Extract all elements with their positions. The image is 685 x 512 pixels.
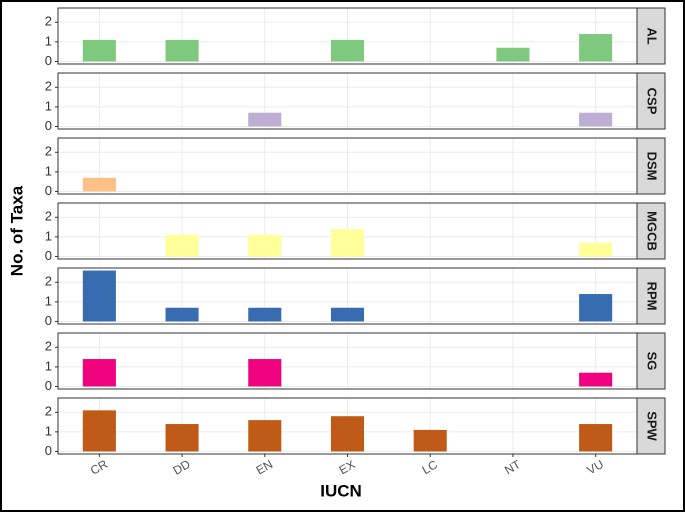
y-tick-label: 0 (45, 53, 52, 68)
bar (330, 307, 365, 322)
y-tick-label: 1 (45, 98, 52, 113)
strip-label: DSM (645, 152, 660, 181)
y-tick-label: 0 (45, 378, 52, 393)
bar (330, 39, 365, 62)
y-tick-label: 2 (45, 14, 52, 29)
y-tick-label: 2 (45, 144, 52, 159)
bar (82, 39, 116, 62)
bar (330, 229, 365, 257)
bar (579, 372, 613, 387)
bar (496, 47, 530, 62)
y-tick-label: 2 (45, 274, 52, 289)
bar (82, 410, 116, 452)
bar (248, 359, 282, 387)
y-tick-label: 0 (45, 183, 52, 198)
y-tick-label: 0 (45, 313, 52, 328)
y-tick-label: 1 (45, 358, 52, 373)
strip-label: AL (645, 27, 660, 44)
bar (165, 39, 199, 62)
bar (248, 112, 282, 127)
bar (82, 270, 116, 322)
y-tick-label: 2 (45, 404, 52, 419)
bar (165, 424, 199, 452)
bar (579, 294, 613, 322)
strip-label: RPM (645, 282, 660, 311)
y-tick-label: 1 (45, 228, 52, 243)
y-tick-label: 2 (45, 339, 52, 354)
bar (330, 416, 365, 452)
strip-label: SPW (645, 411, 660, 441)
strip-label: CSP (645, 88, 660, 115)
bar (248, 234, 282, 257)
y-tick-label: 1 (45, 163, 52, 178)
x-tick-label: EX (337, 457, 358, 477)
bar (579, 242, 613, 257)
y-tick-label: 2 (45, 209, 52, 224)
strip (636, 137, 666, 195)
y-tick-label: 0 (45, 443, 52, 458)
bar (165, 234, 199, 257)
y-axis-title: No. of Taxa (7, 185, 26, 276)
bar (579, 112, 613, 127)
x-tick-label: LC (420, 457, 441, 477)
strip (636, 397, 666, 455)
strip (636, 7, 666, 65)
bar (82, 177, 116, 192)
bar (82, 359, 116, 387)
bar (579, 34, 613, 62)
bar (413, 429, 447, 452)
bar (248, 307, 282, 322)
y-tick-label: 1 (45, 33, 52, 48)
strip (636, 267, 666, 325)
y-tick-label: 2 (45, 79, 52, 94)
strip-label: MGCB (645, 211, 660, 251)
bar (165, 307, 199, 322)
y-tick-label: 1 (45, 293, 52, 308)
x-axis-title: IUCN (320, 481, 362, 500)
strip (636, 332, 666, 390)
y-tick-label: 1 (45, 423, 52, 438)
strip (636, 202, 666, 260)
y-tick-label: 0 (45, 118, 52, 133)
strip-label: SG (645, 352, 660, 371)
strip (636, 72, 666, 130)
bar (579, 424, 613, 452)
bar (248, 420, 282, 452)
y-tick-label: 0 (45, 248, 52, 263)
